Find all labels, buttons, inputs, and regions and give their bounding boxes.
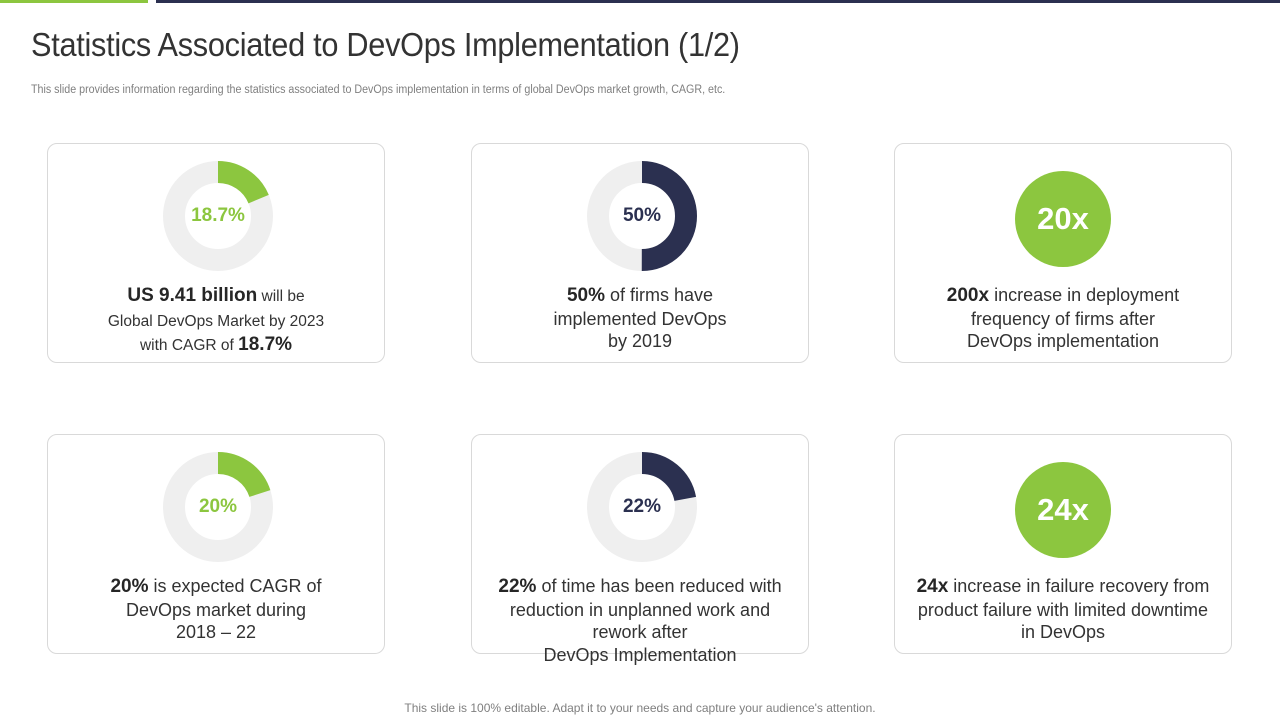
donut-value-label: 50% [622,205,662,226]
stat-description: 50% of firms have implemented DevOps by … [482,284,798,353]
donut-value-label: 18.7% [191,205,245,226]
stat-card-cagr: 20% 20% is expected CAGR of DevOps marke… [47,434,385,654]
stat-text: increase in deployment [989,285,1180,305]
stat-text: DevOps Implementation [543,644,737,665]
multiplier-badge: 24x [1015,462,1111,558]
donut-chart: 20% [163,452,273,562]
stat-description: 200x increase in deployment frequency of… [905,284,1221,353]
stat-highlight: 20% [110,576,149,597]
stat-text: of time has been reduced with [536,576,782,596]
stat-text: reduction in unplanned work and [509,599,771,620]
stat-card-market-size: 18.7% US 9.41 billion will be Global Dev… [47,143,385,363]
donut-arc [587,161,697,271]
stat-highlight: 18.7% [238,334,293,355]
stat-description: 24x increase in failure recovery from pr… [905,575,1221,644]
stat-text: by 2019 [607,331,673,351]
stat-text: is expected CAGR of [148,576,322,596]
donut-chart: 18.7% [163,161,273,271]
stat-text: DevOps implementation [966,331,1160,351]
page-title: Statistics Associated to DevOps Implemen… [31,26,740,63]
donut-svg [163,161,273,271]
stat-description: US 9.41 billion will be Global DevOps Ma… [58,284,374,358]
stat-card-time-reduction: 22% 22% of time has been reduced with re… [471,434,809,665]
stat-highlight: 22% [498,576,537,597]
accent-bar-navy [156,0,1280,3]
donut-arc [163,161,273,271]
footer-note: This slide is 100% editable. Adapt it to… [404,701,876,715]
stat-text: in DevOps [1020,622,1106,642]
multiplier-badge: 20x [1015,171,1111,267]
stat-text: will be [257,288,305,305]
page-subtitle: This slide provides information regardin… [31,84,726,96]
stat-text: 2018 – 22 [175,622,257,642]
stat-text: DevOps market during [125,599,307,620]
stat-text: Global DevOps Market by 2023 [107,312,325,330]
donut-value-label: 20% [198,496,238,517]
stat-text: with CAGR of [139,337,239,354]
donut-svg [163,452,273,562]
donut-arc [587,452,697,562]
stat-description: 20% is expected CAGR of DevOps market du… [58,575,374,644]
stat-highlight: 200x [946,285,990,306]
donut-chart: 50% [587,161,697,271]
stat-card-deployment-frequency: 20x 200x increase in deployment frequenc… [894,143,1232,363]
stat-highlight: US 9.41 billion [127,285,258,306]
donut-chart: 22% [587,452,697,562]
stat-text: rework after [592,622,688,642]
donut-svg [587,452,697,562]
donut-svg [587,161,697,271]
stat-highlight: 50% [566,285,605,306]
donut-arc [163,452,273,562]
accent-bar-green [0,0,148,3]
stat-text: of firms have [604,285,714,305]
stat-description: 22% of time has been reduced with reduct… [482,575,798,666]
stat-text: frequency of firms after [970,308,1156,329]
stat-text: increase in failure recovery from [948,576,1210,596]
stat-card-adoption: 50% 50% of firms have implemented DevOps… [471,143,809,363]
stat-text: product failure with limited downtime [917,599,1209,620]
donut-value-label: 22% [622,496,662,517]
stat-card-failure-recovery: 24x 24x increase in failure recovery fro… [894,434,1232,654]
stat-text: implemented DevOps [553,308,727,329]
stat-highlight: 24x [916,576,949,597]
